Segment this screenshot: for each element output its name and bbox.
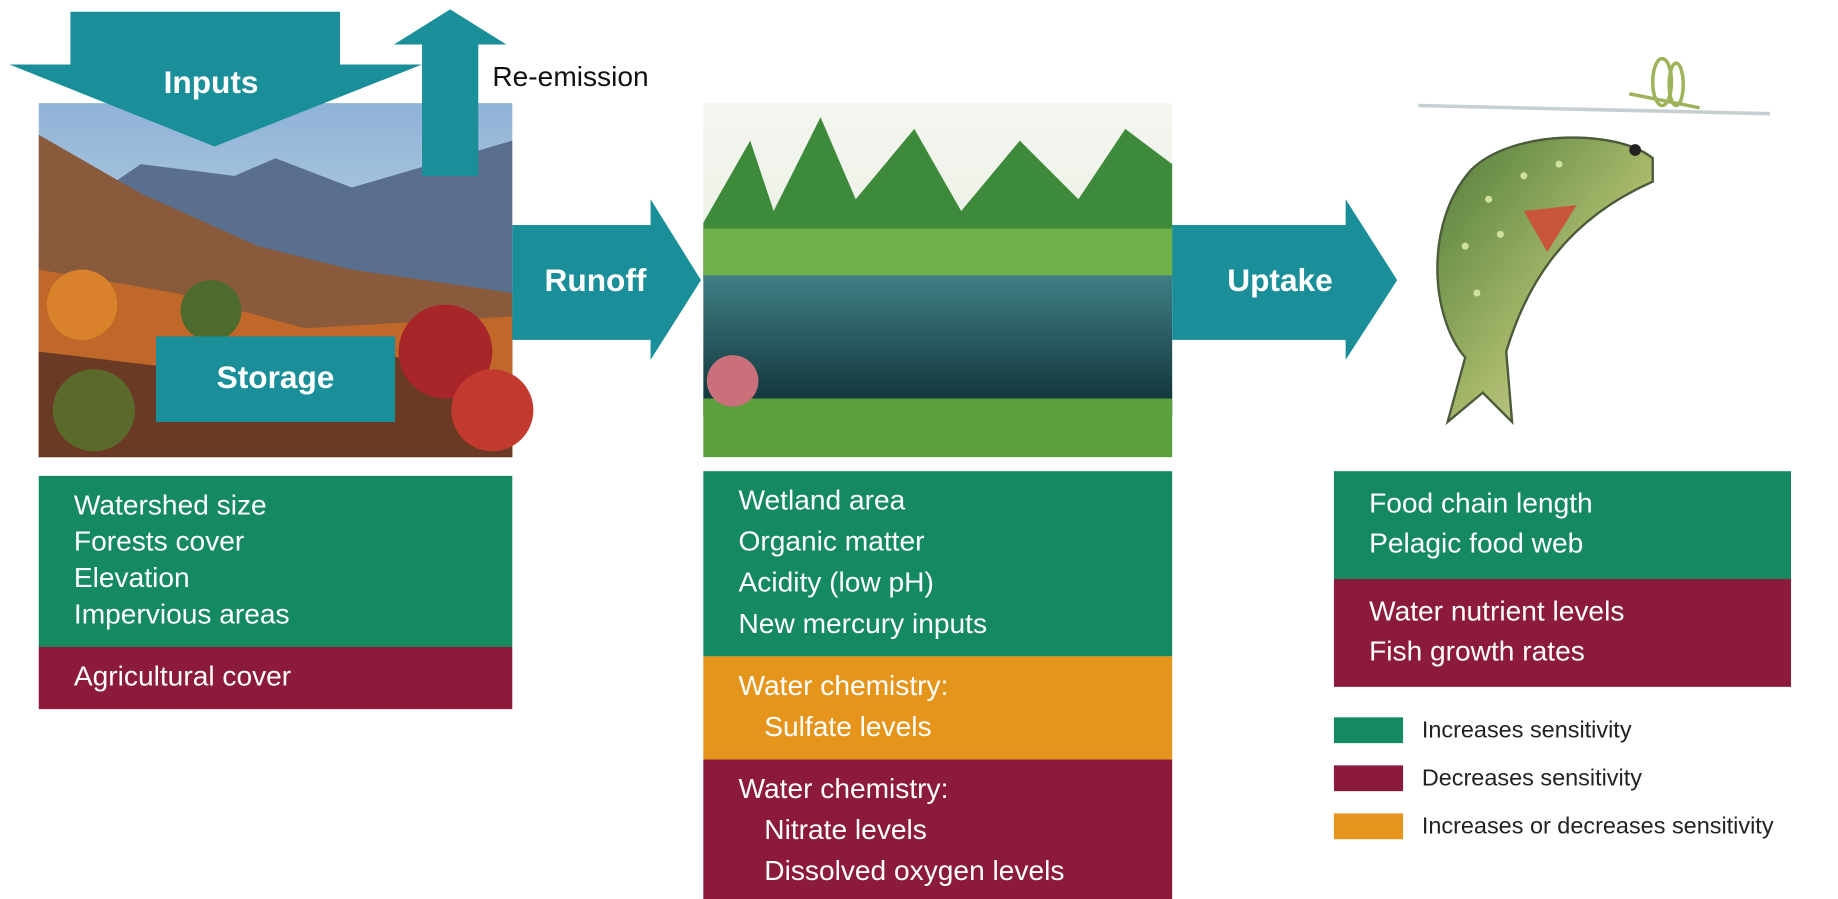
factor-item: Wetland area <box>738 485 905 516</box>
factor-item: Food chain length <box>1369 488 1593 519</box>
box-label: Storage <box>217 359 335 395</box>
factor-item: New mercury inputs <box>738 608 987 639</box>
factor-item: Agricultural cover <box>74 660 291 691</box>
factor-item: Dissolved oxygen levels <box>764 855 1064 886</box>
legend-label: Increases sensitivity <box>1422 717 1632 743</box>
factor-item: Water nutrient levels <box>1369 595 1624 626</box>
pond-photo <box>703 103 1172 457</box>
factor-item: Forests cover <box>74 526 244 557</box>
legend-swatch <box>1334 813 1403 839</box>
factor-item: Fish growth rates <box>1369 635 1585 666</box>
legend-label: Increases or decreases sensitivity <box>1422 813 1774 839</box>
factor-heading: Water chemistry: <box>738 670 948 701</box>
diagram: Inputs Re-emission Storage Runoff Uptake… <box>0 0 1838 899</box>
legend-swatch <box>1334 765 1403 791</box>
factor-item: Sulfate levels <box>764 711 931 742</box>
fish-illustration <box>1418 59 1770 422</box>
legend-label: Decreases sensitivity <box>1422 765 1642 791</box>
page: Inputs Re-emission Storage Runoff Uptake… <box>0 0 1838 899</box>
factor-item: Elevation <box>74 562 190 593</box>
factor-item: Watershed size <box>74 489 267 520</box>
arrow-label: Runoff <box>545 262 647 298</box>
arrow-label: Inputs <box>164 64 259 100</box>
factor-heading: Water chemistry: <box>738 773 948 804</box>
factor-item: Nitrate levels <box>764 814 927 845</box>
factor-item: Organic matter <box>738 526 924 557</box>
arrow-label: Re-emission <box>492 61 648 92</box>
legend-swatch <box>1334 717 1403 743</box>
arrow-label: Uptake <box>1227 262 1332 298</box>
factor-item: Impervious areas <box>74 598 290 629</box>
factor-item: Acidity (low pH) <box>738 567 933 598</box>
factor-item: Pelagic food web <box>1369 527 1583 558</box>
